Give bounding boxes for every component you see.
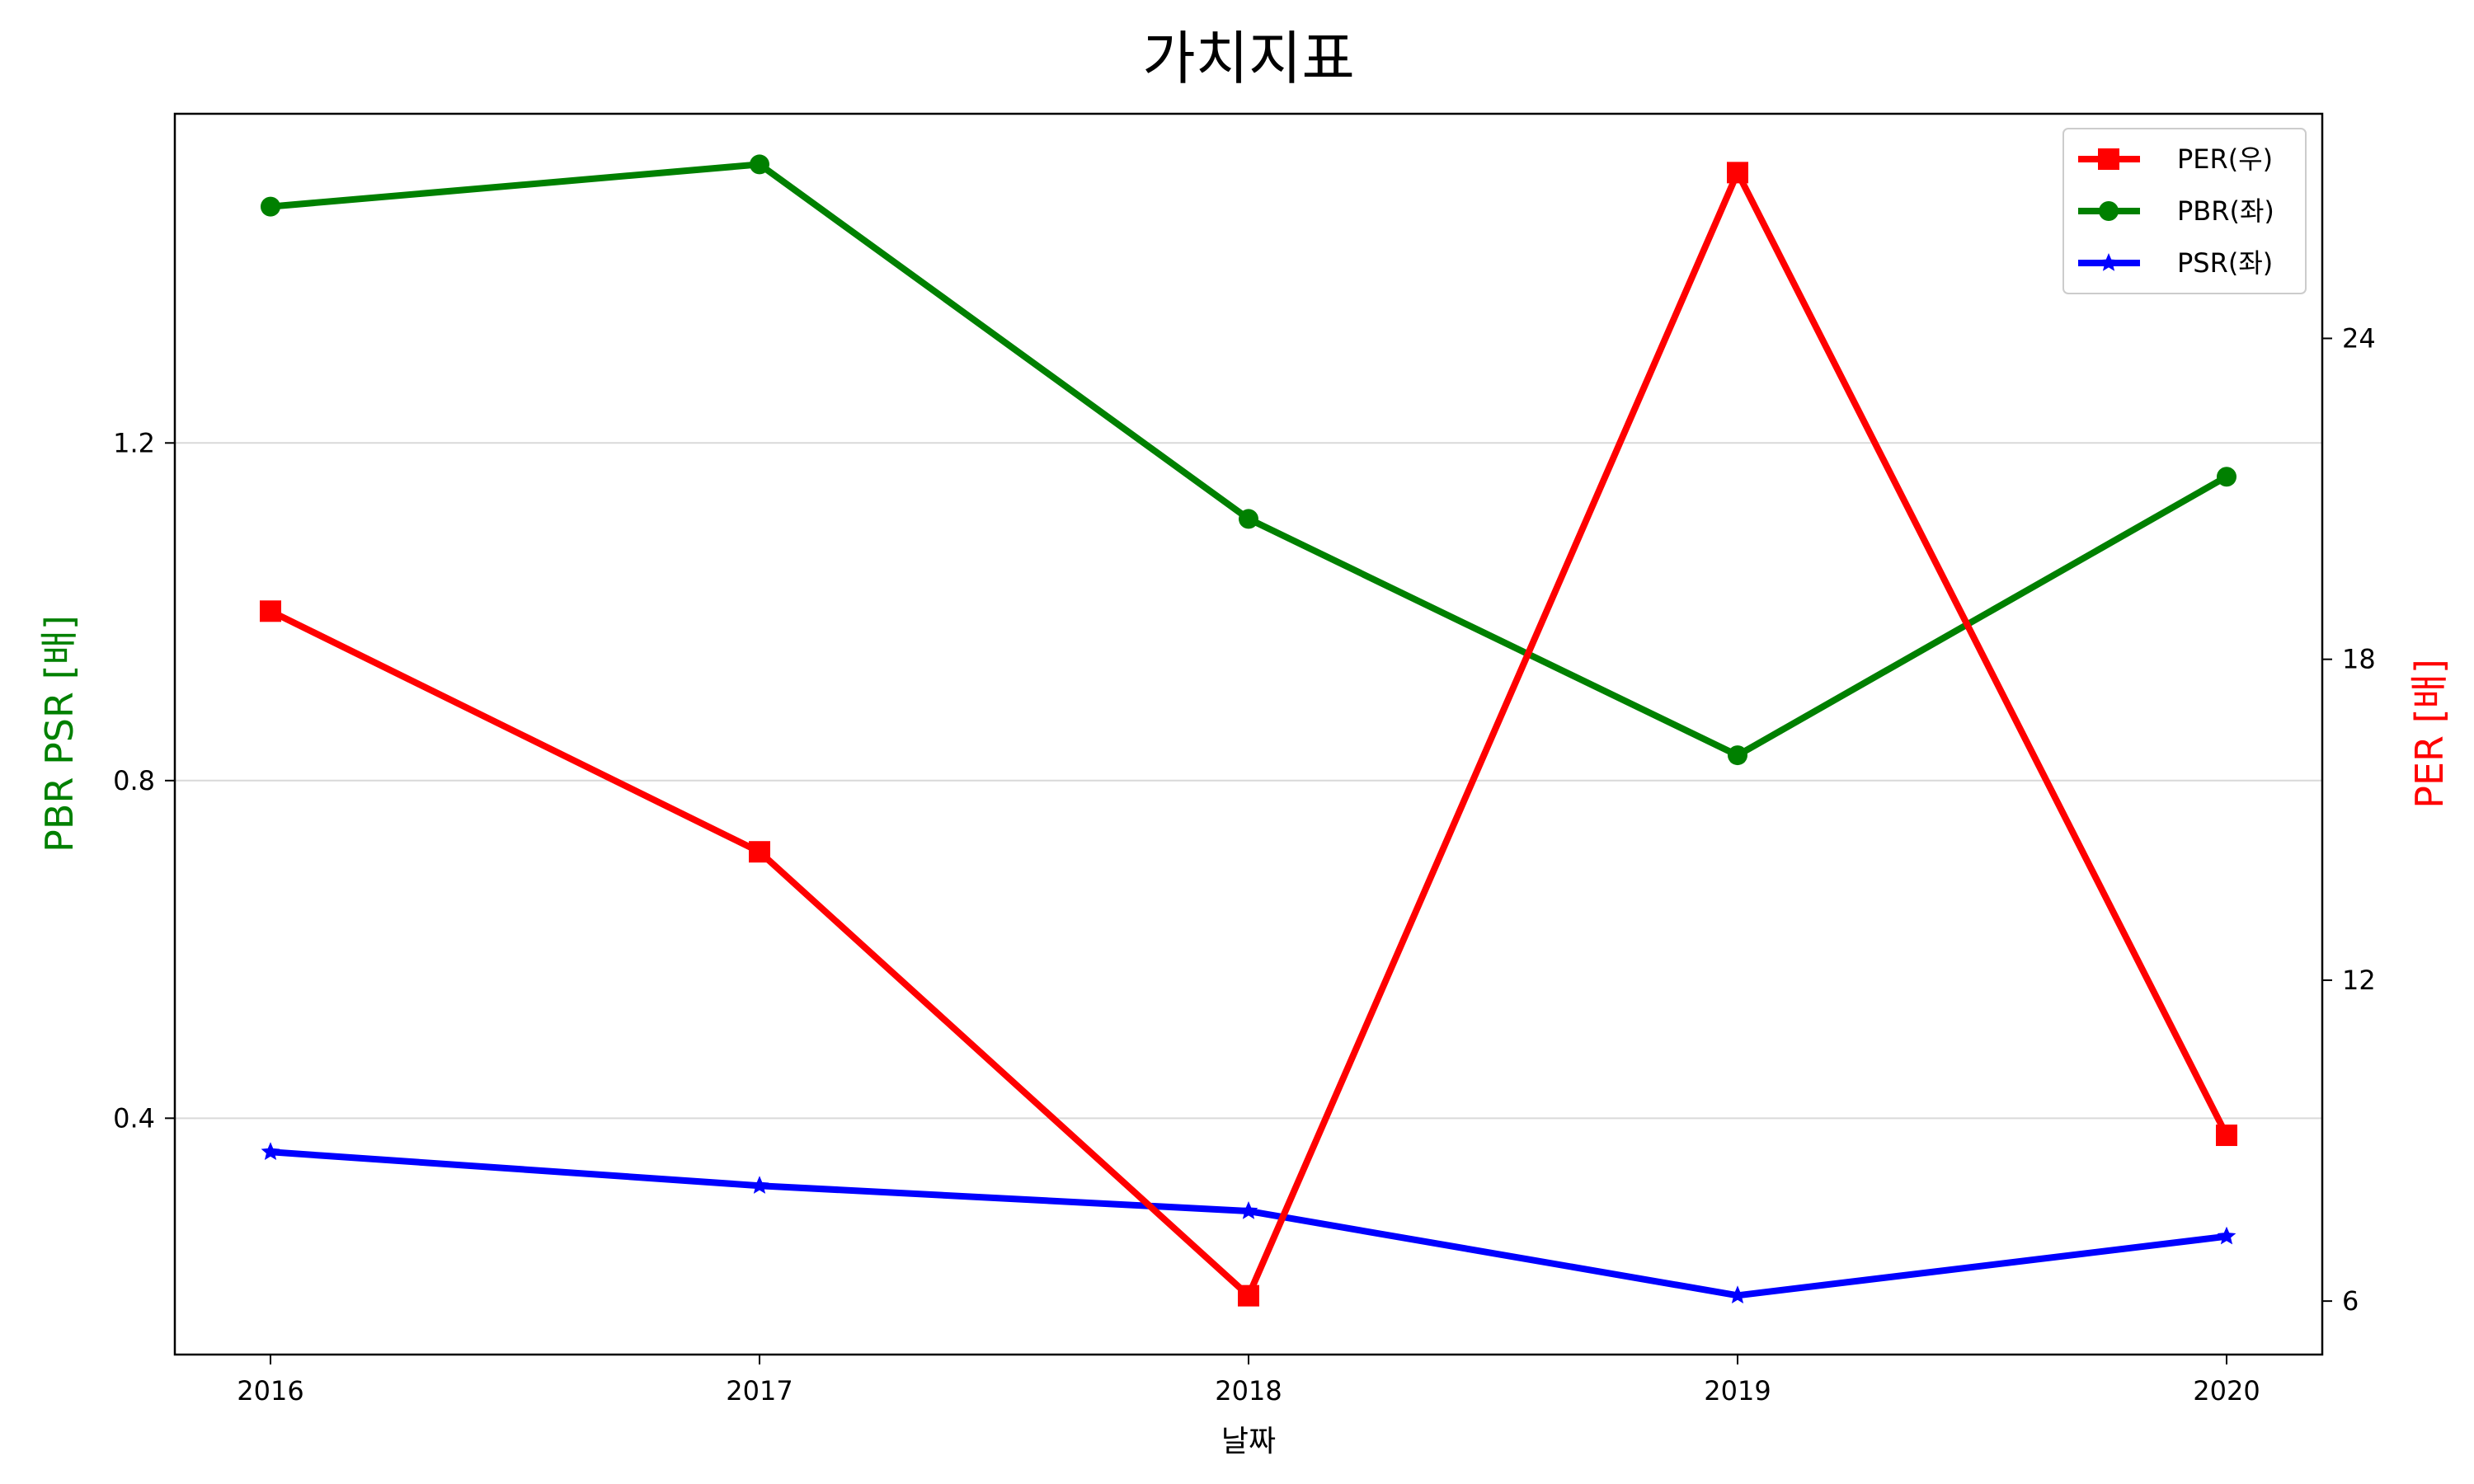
- y-axis-left-title: PBR PSR [배]: [37, 615, 82, 852]
- data-point: [1239, 1201, 1258, 1219]
- data-point: [1727, 162, 1748, 184]
- y-left-tick-label: 0.4: [113, 1102, 155, 1134]
- series-line: [269, 169, 2230, 1299]
- legend-label: PER(우): [2177, 143, 2273, 175]
- data-point: [1238, 1284, 1259, 1307]
- y-axis-left: 0.4 0.8 1.2: [113, 427, 175, 1134]
- y-right-tick-label: 12: [2342, 965, 2376, 996]
- x-tick-label: 2019: [1704, 1375, 1771, 1407]
- y-right-tick-label: 24: [2342, 322, 2376, 354]
- x-axis-title: 날짜: [1221, 1425, 1276, 1458]
- series-circle: [261, 154, 2236, 766]
- legend-item: PSR(좌): [2078, 247, 2273, 279]
- y-right-tick-label: 6: [2342, 1285, 2359, 1317]
- y-axis-right-title: PER [배]: [2407, 659, 2452, 809]
- data-point: [750, 154, 769, 175]
- legend-marker: [2099, 201, 2119, 221]
- legend-marker: [2099, 253, 2119, 271]
- legend-label: PSR(좌): [2177, 247, 2273, 279]
- legend-item: PBR(좌): [2078, 195, 2274, 227]
- grid-lines: [175, 442, 2322, 1120]
- series-star: [261, 1142, 2236, 1303]
- series-square: [260, 162, 2237, 1307]
- legend-marker: [2098, 148, 2119, 170]
- y-right-tick-label: 18: [2342, 644, 2376, 675]
- x-tick-label: 2018: [1215, 1375, 1282, 1407]
- x-tick-label: 2020: [2193, 1375, 2260, 1407]
- data-point: [2217, 467, 2236, 487]
- data-point: [1239, 509, 1258, 529]
- data-point: [749, 841, 770, 863]
- series-layer: [260, 154, 2237, 1307]
- chart-title: 가치지표: [1142, 25, 1355, 92]
- x-tick-label: 2017: [726, 1375, 793, 1407]
- data-point: [750, 1176, 769, 1194]
- legend: PER(우) PBR(좌) PSR(좌): [2062, 128, 2307, 294]
- data-point: [261, 196, 280, 217]
- y-left-tick-label: 1.2: [113, 427, 155, 458]
- y-left-tick-label: 0.8: [113, 765, 155, 796]
- legend-box: [2062, 128, 2307, 294]
- data-point: [2216, 1125, 2237, 1147]
- series-line: [270, 1148, 2227, 1299]
- x-axis: 2016 2017 2018 2019 2020: [237, 1355, 2260, 1407]
- series-line: [270, 161, 2228, 759]
- data-point: [2217, 1226, 2236, 1245]
- legend-item: PER(우): [2078, 143, 2273, 175]
- data-point: [1728, 745, 1747, 766]
- y-axis-right: 6 12 18 24: [2322, 322, 2376, 1317]
- x-tick-label: 2016: [237, 1375, 303, 1407]
- data-point: [260, 600, 281, 622]
- data-point: [1728, 1285, 1747, 1303]
- legend-label: PBR(좌): [2177, 195, 2274, 227]
- data-point: [261, 1142, 280, 1160]
